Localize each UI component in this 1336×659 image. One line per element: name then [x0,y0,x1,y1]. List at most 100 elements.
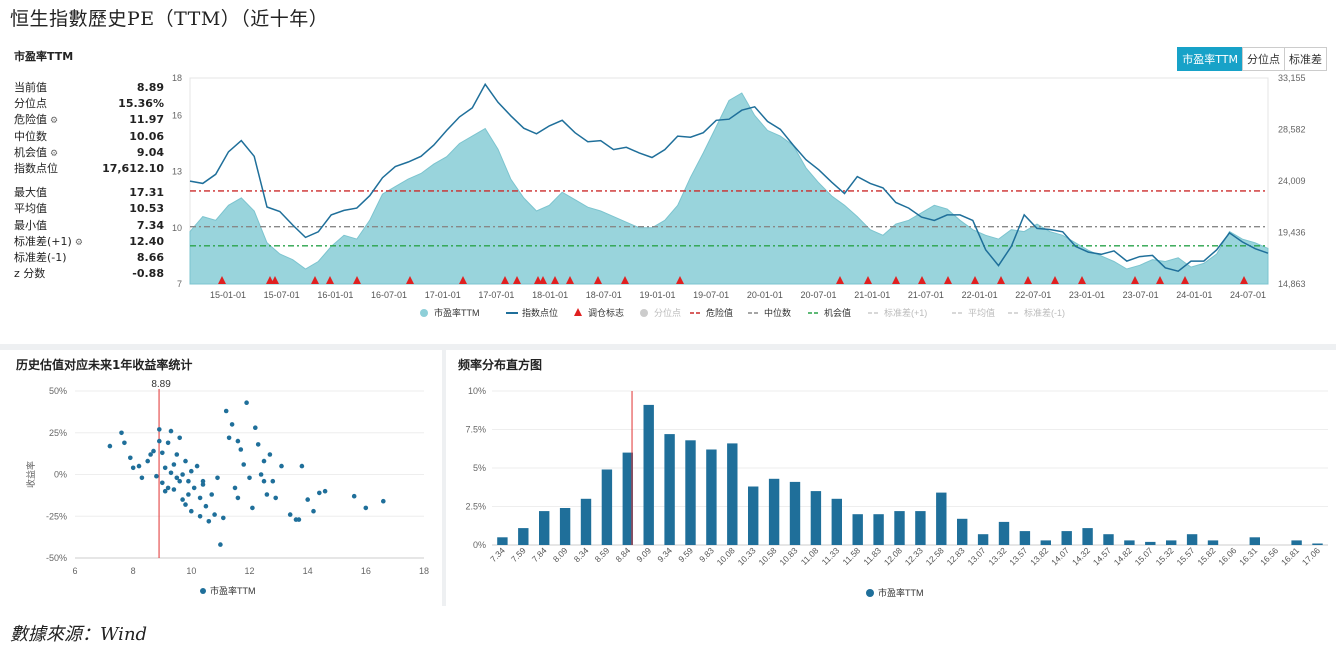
scatter-point [206,519,212,524]
legend-item[interactable]: 指数点位 [506,307,558,318]
scatter-point [197,495,203,501]
scatter-point [287,512,293,517]
rebalance-marker [1240,276,1248,284]
histogram-panel: 频率分布直方图 0% 2.5% 5% 7.5% 10% 7.34 7.59 7.84 8.09 8… [452,350,1336,606]
y-right-tick: 14,863 [1278,279,1306,289]
legend-label: 市盈率TTM [434,307,480,318]
x-tick: 15-01-01 [210,290,246,300]
x-tick: 8 [131,566,136,576]
stat-row: 最小值 7.34 [14,218,164,234]
y-tick: 0% [473,540,486,550]
x-tick: 13.32 [986,545,1008,567]
x-tick: 17-01-01 [425,290,461,300]
legend-item[interactable]: 分位点 [640,307,681,318]
scatter-point [273,495,279,501]
x-tick: 14 [303,566,313,576]
legend-item[interactable]: 平均值 [952,307,995,318]
legend-item[interactable]: 危险值 [690,307,733,318]
stat-label: 危险值 ⚙ [14,113,59,127]
scatter-point [183,458,188,464]
legend-item[interactable]: 市盈率TTM [200,585,256,596]
scatter-point [261,478,267,484]
x-tick: 11.08 [799,545,821,567]
scatter-point [168,428,174,434]
scatter-point [171,487,177,492]
stat-label: 中位数 [14,129,47,143]
legend-item[interactable]: 调仓标志 [574,307,624,318]
histogram-bar [601,469,613,545]
y-tick: -25% [46,511,67,521]
legend-item[interactable]: 市盈率TTM [420,307,480,318]
scatter-point [119,430,124,436]
x-tick: 17.06 [1300,545,1322,567]
scatter-point [247,475,252,481]
stat-label: 机会值 ⚙ [14,145,59,159]
legend-item[interactable]: 市盈率TTM [866,587,924,598]
scatter-point [363,505,369,511]
histogram-bar [873,514,884,545]
histogram-bar [831,498,842,545]
scatter-point [200,482,206,487]
tab-pe-ttm[interactable]: 市盈率TTM [1177,47,1243,71]
y-tick: -50% [46,553,67,563]
scatter-point [162,465,168,471]
scatter-point [180,497,185,502]
x-tick: 11.83 [861,545,883,567]
x-tick: 24-01-01 [1176,290,1212,300]
x-tick: 14.07 [1049,545,1071,567]
stat-label: 当前值 [14,81,47,94]
x-tick: 7.84 [530,545,549,564]
stat-row: 指数点位 17,612.10 [14,161,164,177]
x-tick: 11.33 [820,545,842,567]
tab-std-dev[interactable]: 标准差 [1284,47,1327,71]
x-tick: 13.82 [1028,545,1050,567]
histogram-bar [1061,531,1072,545]
histogram-bar [957,518,968,545]
x-tick: 16.06 [1216,545,1238,567]
scatter-point [148,452,153,457]
scatter-point [189,508,194,514]
y-right-tick: 19,436 [1278,228,1306,238]
scatter-point [189,468,194,474]
legend-item[interactable]: 标准差(-1) [1008,307,1065,318]
settings-icon[interactable]: ⚙ [50,148,59,159]
x-tick: 16.56 [1258,545,1280,567]
scatter-point [299,463,305,469]
divider [0,344,1336,350]
stat-label: 分位点 [14,97,47,111]
legend-item[interactable]: 标准差(+1) [868,307,927,318]
histogram-bar [915,511,926,545]
scatter-point [241,462,246,467]
legend-swatch [574,308,582,316]
tab-percentile[interactable]: 分位点 [1242,47,1285,71]
legend-item[interactable]: 中位数 [748,307,791,318]
y-left-tick: 10 [172,223,182,233]
settings-icon[interactable]: ⚙ [50,116,59,127]
stat-label: 最小值 [14,218,47,232]
y-right-tick: 24,009 [1278,176,1306,186]
histogram-bar [789,481,801,545]
x-tick: 15.57 [1174,545,1196,567]
scatter-point [194,463,200,469]
scatter-point [270,478,276,484]
settings-icon[interactable]: ⚙ [74,237,83,248]
rebalance-marker [513,276,521,284]
rebalance-marker [1131,276,1139,284]
x-tick: 12 [244,566,254,576]
stat-row: 中位数 10.06 [14,129,164,145]
data-source: 數據來源：Wind [10,624,148,645]
x-tick: 21-07-01 [908,290,944,300]
legend-item[interactable]: 机会值 [808,307,851,318]
histogram-bar [539,511,550,545]
scatter-point [226,435,232,441]
scatter-point [191,485,197,491]
scatter-point [157,427,162,432]
scatter-point [177,478,182,484]
scatter-chart: 50% 25% 0% -25% -50% 6 8 10 12 14 16 18 收益率 8.89 市盈率TT… [25,379,429,596]
legend-label: 指数点位 [522,307,558,318]
y-tick: 7.5% [465,425,486,435]
histogram-bar [706,449,717,545]
rebalance-marker [271,276,279,284]
histogram-bar [580,498,592,545]
scatter-point [235,438,241,444]
